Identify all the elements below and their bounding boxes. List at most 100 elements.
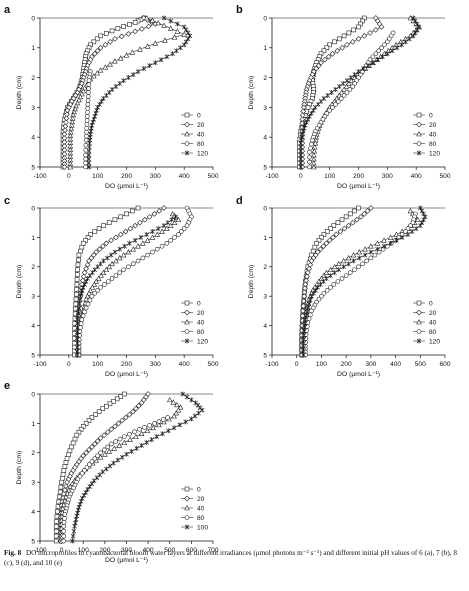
data-point (92, 229, 98, 234)
x-axis-title: DO (μmol L⁻¹) (105, 371, 148, 378)
data-point (341, 33, 347, 39)
data-point (345, 222, 352, 229)
x-tick-label: 400 (411, 173, 422, 180)
data-point (301, 293, 307, 300)
y-axis-title: Depth (cm) (248, 76, 255, 110)
x-tick-label: 500 (207, 361, 218, 368)
data-point (399, 42, 404, 48)
data-point (309, 141, 314, 147)
data-point (337, 84, 342, 90)
data-point (89, 415, 95, 420)
data-point (98, 272, 104, 278)
data-point (117, 246, 123, 252)
data-point (335, 260, 342, 267)
data-point (338, 89, 345, 95)
y-tick-label: 0 (31, 205, 35, 212)
data-point (144, 231, 149, 237)
data-point (102, 451, 108, 457)
data-point (387, 234, 394, 240)
data-point (119, 454, 125, 460)
series-100 (70, 391, 205, 544)
data-point (84, 129, 89, 135)
data-point (129, 49, 136, 55)
data-point (109, 441, 114, 447)
data-point (97, 101, 102, 107)
data-point (399, 234, 405, 240)
y-tick-label: 2 (263, 75, 267, 82)
data-point (132, 429, 137, 435)
x-tick-label: 300 (121, 547, 132, 554)
data-point (314, 240, 319, 246)
data-point (54, 509, 60, 514)
data-point (344, 90, 350, 95)
data-point (75, 262, 81, 268)
data-point (85, 487, 90, 493)
data-point (339, 217, 345, 223)
legend-label: 40 (197, 319, 205, 326)
data-point (356, 205, 361, 211)
data-point (53, 533, 59, 539)
data-point (418, 223, 423, 229)
data-point (133, 433, 139, 439)
x-axis-title: DO (μmol L⁻¹) (337, 371, 380, 378)
legend-marker (184, 495, 190, 502)
data-point (393, 41, 399, 48)
data-point (412, 30, 418, 36)
data-point (372, 27, 379, 33)
y-tick-label: 1 (31, 421, 35, 428)
data-point (98, 285, 103, 290)
data-point (140, 255, 146, 261)
data-point (187, 33, 193, 39)
data-point (333, 102, 338, 107)
data-point (346, 80, 352, 86)
data-point (343, 214, 349, 220)
data-point (73, 301, 79, 307)
data-point (352, 208, 357, 214)
data-point (361, 66, 366, 72)
data-point (345, 255, 352, 261)
data-point (94, 47, 101, 54)
y-tick-label: 5 (31, 538, 35, 545)
data-point (132, 28, 138, 35)
data-point (85, 94, 91, 99)
data-point (89, 459, 95, 464)
legend-label: 120 (429, 338, 440, 345)
data-point (154, 231, 161, 237)
data-point (104, 403, 109, 409)
legend-marker (184, 515, 190, 520)
data-point (317, 246, 324, 252)
data-point (343, 273, 349, 278)
data-point (307, 159, 312, 165)
data-point (149, 234, 156, 240)
data-point (150, 229, 155, 235)
x-tick-label: 100 (92, 361, 103, 368)
series-20 (299, 15, 385, 170)
data-point (67, 448, 73, 454)
data-point (409, 229, 415, 235)
data-point (137, 46, 143, 52)
legend-label: 120 (429, 150, 440, 157)
data-point (160, 431, 165, 437)
data-point (174, 48, 179, 54)
data-point (96, 409, 102, 414)
data-point (328, 226, 333, 231)
data-point (132, 237, 138, 243)
data-point (360, 261, 365, 267)
x-tick-label: 200 (121, 173, 132, 180)
data-point (74, 432, 80, 438)
y-tick-label: 4 (263, 323, 267, 330)
data-point (350, 252, 357, 258)
x-tick-label: -100 (33, 547, 47, 554)
data-point (61, 523, 67, 529)
data-point (184, 223, 190, 228)
data-point (86, 447, 92, 453)
data-point (102, 282, 107, 287)
x-tick-label: 0 (67, 173, 71, 180)
data-point (376, 249, 382, 255)
data-point (185, 30, 191, 36)
data-point (375, 246, 380, 252)
data-point (144, 440, 149, 446)
y-tick-label: 1 (263, 235, 267, 242)
data-point (117, 81, 123, 87)
